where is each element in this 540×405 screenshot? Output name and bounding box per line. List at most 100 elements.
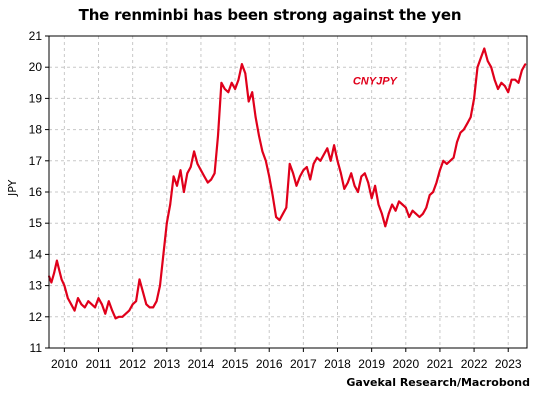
- data-point: [377, 203, 380, 206]
- data-point: [77, 297, 79, 299]
- data-point: [264, 159, 267, 162]
- x-tick-label: 2012: [119, 357, 146, 371]
- series-line-cnyjpy: [47, 47, 527, 320]
- data-point: [278, 219, 281, 222]
- data-point: [401, 203, 404, 206]
- data-point: [165, 222, 168, 225]
- x-tick-label: 2011: [86, 357, 112, 371]
- data-point: [97, 297, 100, 299]
- plot-frame: [48, 35, 528, 349]
- data-point: [517, 81, 520, 84]
- data-point: [128, 309, 131, 312]
- data-point: [415, 212, 417, 215]
- data-point: [83, 306, 86, 309]
- data-point: [138, 278, 141, 281]
- data-point: [456, 141, 458, 144]
- data-point: [302, 169, 305, 172]
- data-point: [391, 203, 393, 206]
- data-point: [60, 278, 63, 281]
- data-point: [94, 306, 96, 309]
- x-tick-label: 2015: [222, 357, 249, 371]
- data-point: [176, 184, 178, 187]
- data-point: [193, 150, 196, 153]
- data-point: [172, 175, 175, 178]
- data-point: [316, 156, 318, 159]
- data-point: [237, 78, 240, 81]
- data-point: [524, 63, 527, 65]
- data-point: [58, 269, 61, 271]
- data-point: [387, 212, 390, 215]
- data-point: [483, 47, 486, 50]
- data-point: [124, 312, 127, 315]
- data-point: [326, 147, 329, 150]
- data-point: [223, 88, 226, 90]
- y-tick-label: 15: [29, 216, 43, 230]
- data-point: [445, 163, 448, 165]
- y-tick-label: 13: [29, 279, 43, 293]
- data-point: [183, 191, 185, 193]
- data-point: [251, 91, 254, 94]
- x-tick-label: 2018: [324, 357, 351, 371]
- data-point: [343, 188, 346, 190]
- data-point: [497, 88, 499, 90]
- data-point: [169, 203, 172, 206]
- data-point: [394, 209, 397, 212]
- y-tick-label: 17: [29, 154, 43, 168]
- data-point: [473, 97, 475, 100]
- data-point: [295, 184, 298, 187]
- data-point: [374, 184, 376, 187]
- data-point: [200, 169, 202, 172]
- y-tick-label: 20: [29, 60, 43, 74]
- data-point: [493, 78, 496, 81]
- x-tick-labels: 2010 2011 2012 2013 2014 2015 2016 2017 2018 2019…: [51, 348, 522, 371]
- data-point: [189, 166, 192, 168]
- y-tick-label: 12: [29, 310, 43, 324]
- data-point: [254, 116, 257, 118]
- data-point: [299, 175, 301, 178]
- data-point: [63, 284, 66, 287]
- data-point: [179, 169, 182, 172]
- data-point: [340, 172, 342, 175]
- data-point: [118, 315, 120, 318]
- data-point: [435, 181, 438, 184]
- data-point: [381, 212, 383, 215]
- data-point: [70, 303, 73, 306]
- data-point: [101, 303, 103, 306]
- data-point: [486, 60, 489, 62]
- data-point: [145, 303, 148, 306]
- data-point: [422, 212, 424, 215]
- data-point: [80, 303, 83, 306]
- series-label-cnyjpy: CNYJPY: [353, 75, 399, 87]
- data-point: [363, 172, 366, 175]
- x-tick-label: 2014: [188, 357, 215, 371]
- data-point: [53, 272, 55, 274]
- data-point: [50, 281, 53, 284]
- data-point: [432, 191, 434, 193]
- data-point: [206, 181, 209, 184]
- data-point: [329, 159, 332, 162]
- data-point: [159, 284, 161, 287]
- data-point: [418, 216, 421, 218]
- data-point: [459, 131, 462, 134]
- data-point: [449, 159, 452, 162]
- x-tick-label: 2021: [427, 357, 454, 371]
- data-point: [213, 172, 216, 175]
- y-tick-label: 16: [29, 185, 43, 199]
- data-point: [514, 78, 516, 81]
- data-point: [247, 100, 250, 103]
- x-tick-label: 2022: [461, 357, 488, 371]
- data-point: [476, 66, 479, 69]
- y-tick-label: 21: [29, 29, 43, 43]
- x-tick-label: 2019: [358, 357, 385, 371]
- data-point: [452, 156, 455, 159]
- data-point: [336, 159, 339, 162]
- data-point: [56, 259, 58, 262]
- y-tick-label: 14: [29, 247, 43, 261]
- data-point: [398, 200, 400, 203]
- data-point: [367, 181, 370, 184]
- data-point: [462, 128, 465, 131]
- data-point: [104, 312, 107, 315]
- data-point: [66, 297, 69, 299]
- data-point: [162, 253, 165, 256]
